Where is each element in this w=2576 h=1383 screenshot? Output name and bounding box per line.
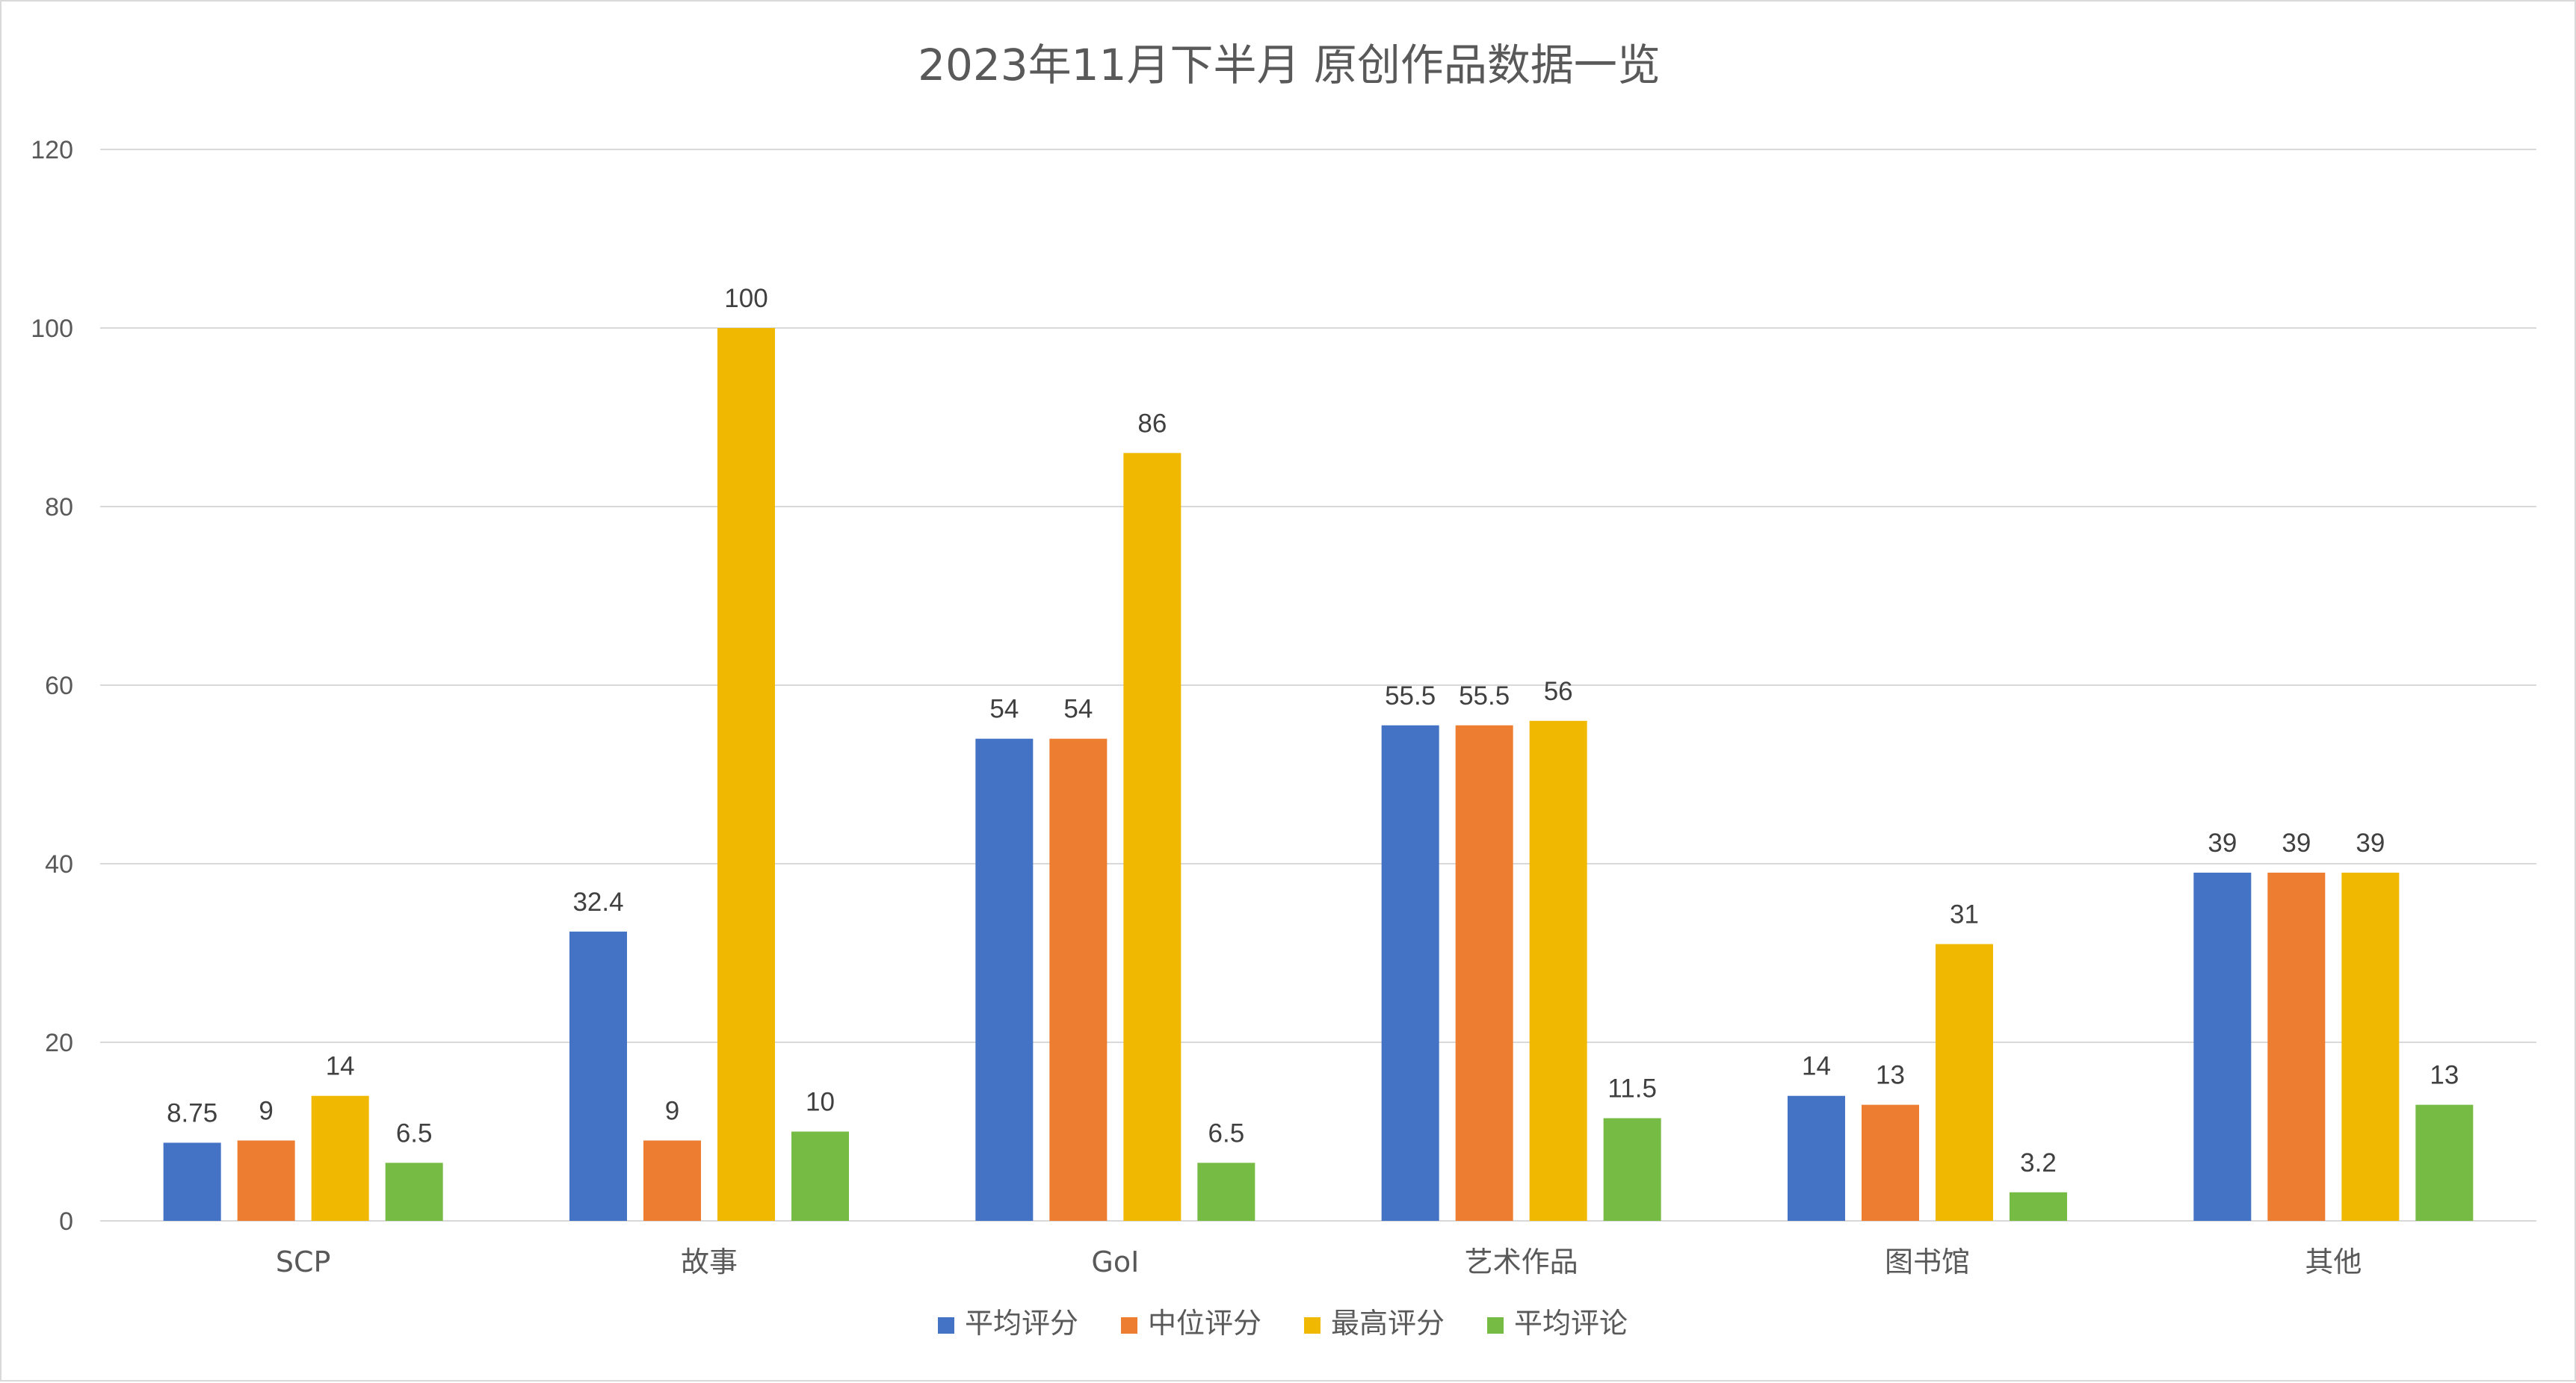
data-label: 3.2 — [2020, 1148, 2057, 1178]
bar — [2267, 872, 2326, 1221]
legend-swatch — [1487, 1317, 1504, 1334]
legend-swatch — [938, 1317, 954, 1334]
bar — [975, 738, 1034, 1221]
data-label: 14 — [1802, 1052, 1831, 1081]
data-label: 6.5 — [396, 1119, 433, 1148]
bar — [1788, 1095, 1845, 1221]
bar — [163, 1142, 221, 1221]
data-label: 55.5 — [1385, 681, 1436, 711]
legend-item: 最高评分 — [1304, 1307, 1445, 1340]
data-label: 13 — [2430, 1061, 2459, 1090]
data-label: 39 — [2282, 829, 2311, 858]
data-label: 9 — [665, 1096, 679, 1125]
data-label: 100 — [724, 284, 767, 313]
legend-item: 中位评分 — [1121, 1307, 1261, 1340]
y-tick-label: 100 — [31, 315, 73, 343]
bar — [1936, 944, 1993, 1221]
bar — [2415, 1104, 2474, 1221]
bar — [1862, 1104, 1919, 1221]
data-label: 14 — [326, 1052, 355, 1081]
bar — [1381, 725, 1439, 1221]
data-label: 86 — [1137, 409, 1167, 438]
data-label: 56 — [1544, 677, 1573, 706]
legend-label: 最高评分 — [1331, 1307, 1445, 1340]
legend-label: 平均评论 — [1514, 1307, 1628, 1340]
data-labels: 8.75 9 14 6.5 32.4 9 100 10 54 54 86 6.5 55.5 55.5 56 1… — [167, 284, 2459, 1178]
bar — [237, 1140, 295, 1221]
data-label: 11.5 — [1607, 1074, 1657, 1104]
legend-swatch — [1121, 1317, 1137, 1334]
data-label: 9 — [259, 1096, 273, 1125]
bar — [1603, 1118, 1661, 1221]
data-label: 10 — [806, 1088, 835, 1117]
bar — [1049, 738, 1108, 1221]
bar — [385, 1163, 443, 1221]
data-label: 39 — [2356, 829, 2385, 858]
x-tick-label: 艺术作品 — [1465, 1246, 1578, 1278]
legend-item: 平均评论 — [1487, 1307, 1628, 1340]
y-axis-ticks: 0 20 40 60 80 100 120 — [31, 136, 73, 1236]
y-tick-label: 80 — [45, 493, 73, 522]
y-tick-label: 20 — [45, 1029, 73, 1057]
x-tick-label: GoI — [1091, 1246, 1139, 1278]
bar — [1197, 1163, 1255, 1221]
bar — [311, 1095, 369, 1221]
gridlines — [100, 149, 2536, 1222]
data-label: 6.5 — [1208, 1119, 1245, 1148]
bar — [643, 1140, 701, 1221]
x-axis-categories: SCP 故事 GoI 艺术作品 图书馆 其他 — [276, 1246, 2362, 1278]
data-label: 8.75 — [167, 1098, 217, 1127]
data-label: 54 — [1063, 695, 1093, 724]
y-tick-label: 60 — [45, 672, 73, 700]
x-tick-label: 其他 — [2305, 1246, 2362, 1278]
data-label: 13 — [1876, 1061, 1905, 1090]
data-label: 31 — [1950, 900, 1979, 929]
data-label: 39 — [2208, 829, 2237, 858]
legend-swatch — [1304, 1317, 1321, 1334]
y-tick-label: 40 — [45, 850, 73, 879]
bar — [791, 1131, 849, 1221]
y-tick-label: 120 — [31, 136, 73, 164]
bars — [163, 328, 2474, 1221]
bar — [717, 328, 775, 1221]
x-tick-label: 图书馆 — [1885, 1246, 1970, 1278]
y-tick-label: 0 — [59, 1207, 73, 1236]
bar — [1455, 725, 1513, 1221]
legend: 平均评分 中位评分 最高评分 平均评论 — [938, 1307, 1628, 1340]
legend-label: 中位评分 — [1148, 1307, 1261, 1340]
data-label: 54 — [989, 695, 1019, 724]
data-label: 32.4 — [572, 888, 623, 917]
legend-item: 平均评分 — [938, 1307, 1078, 1340]
bar — [1123, 453, 1182, 1221]
bar — [569, 931, 627, 1221]
bar — [1529, 720, 1587, 1221]
bar — [2010, 1192, 2067, 1221]
x-tick-label: SCP — [276, 1246, 331, 1278]
x-tick-label: 故事 — [681, 1246, 738, 1278]
bar — [2341, 872, 2400, 1221]
legend-label: 平均评分 — [965, 1307, 1078, 1340]
bar — [2193, 872, 2252, 1221]
data-label: 55.5 — [1459, 681, 1510, 711]
chart-title: 2023年11月下半月 原创作品数据一览 — [918, 40, 1661, 90]
